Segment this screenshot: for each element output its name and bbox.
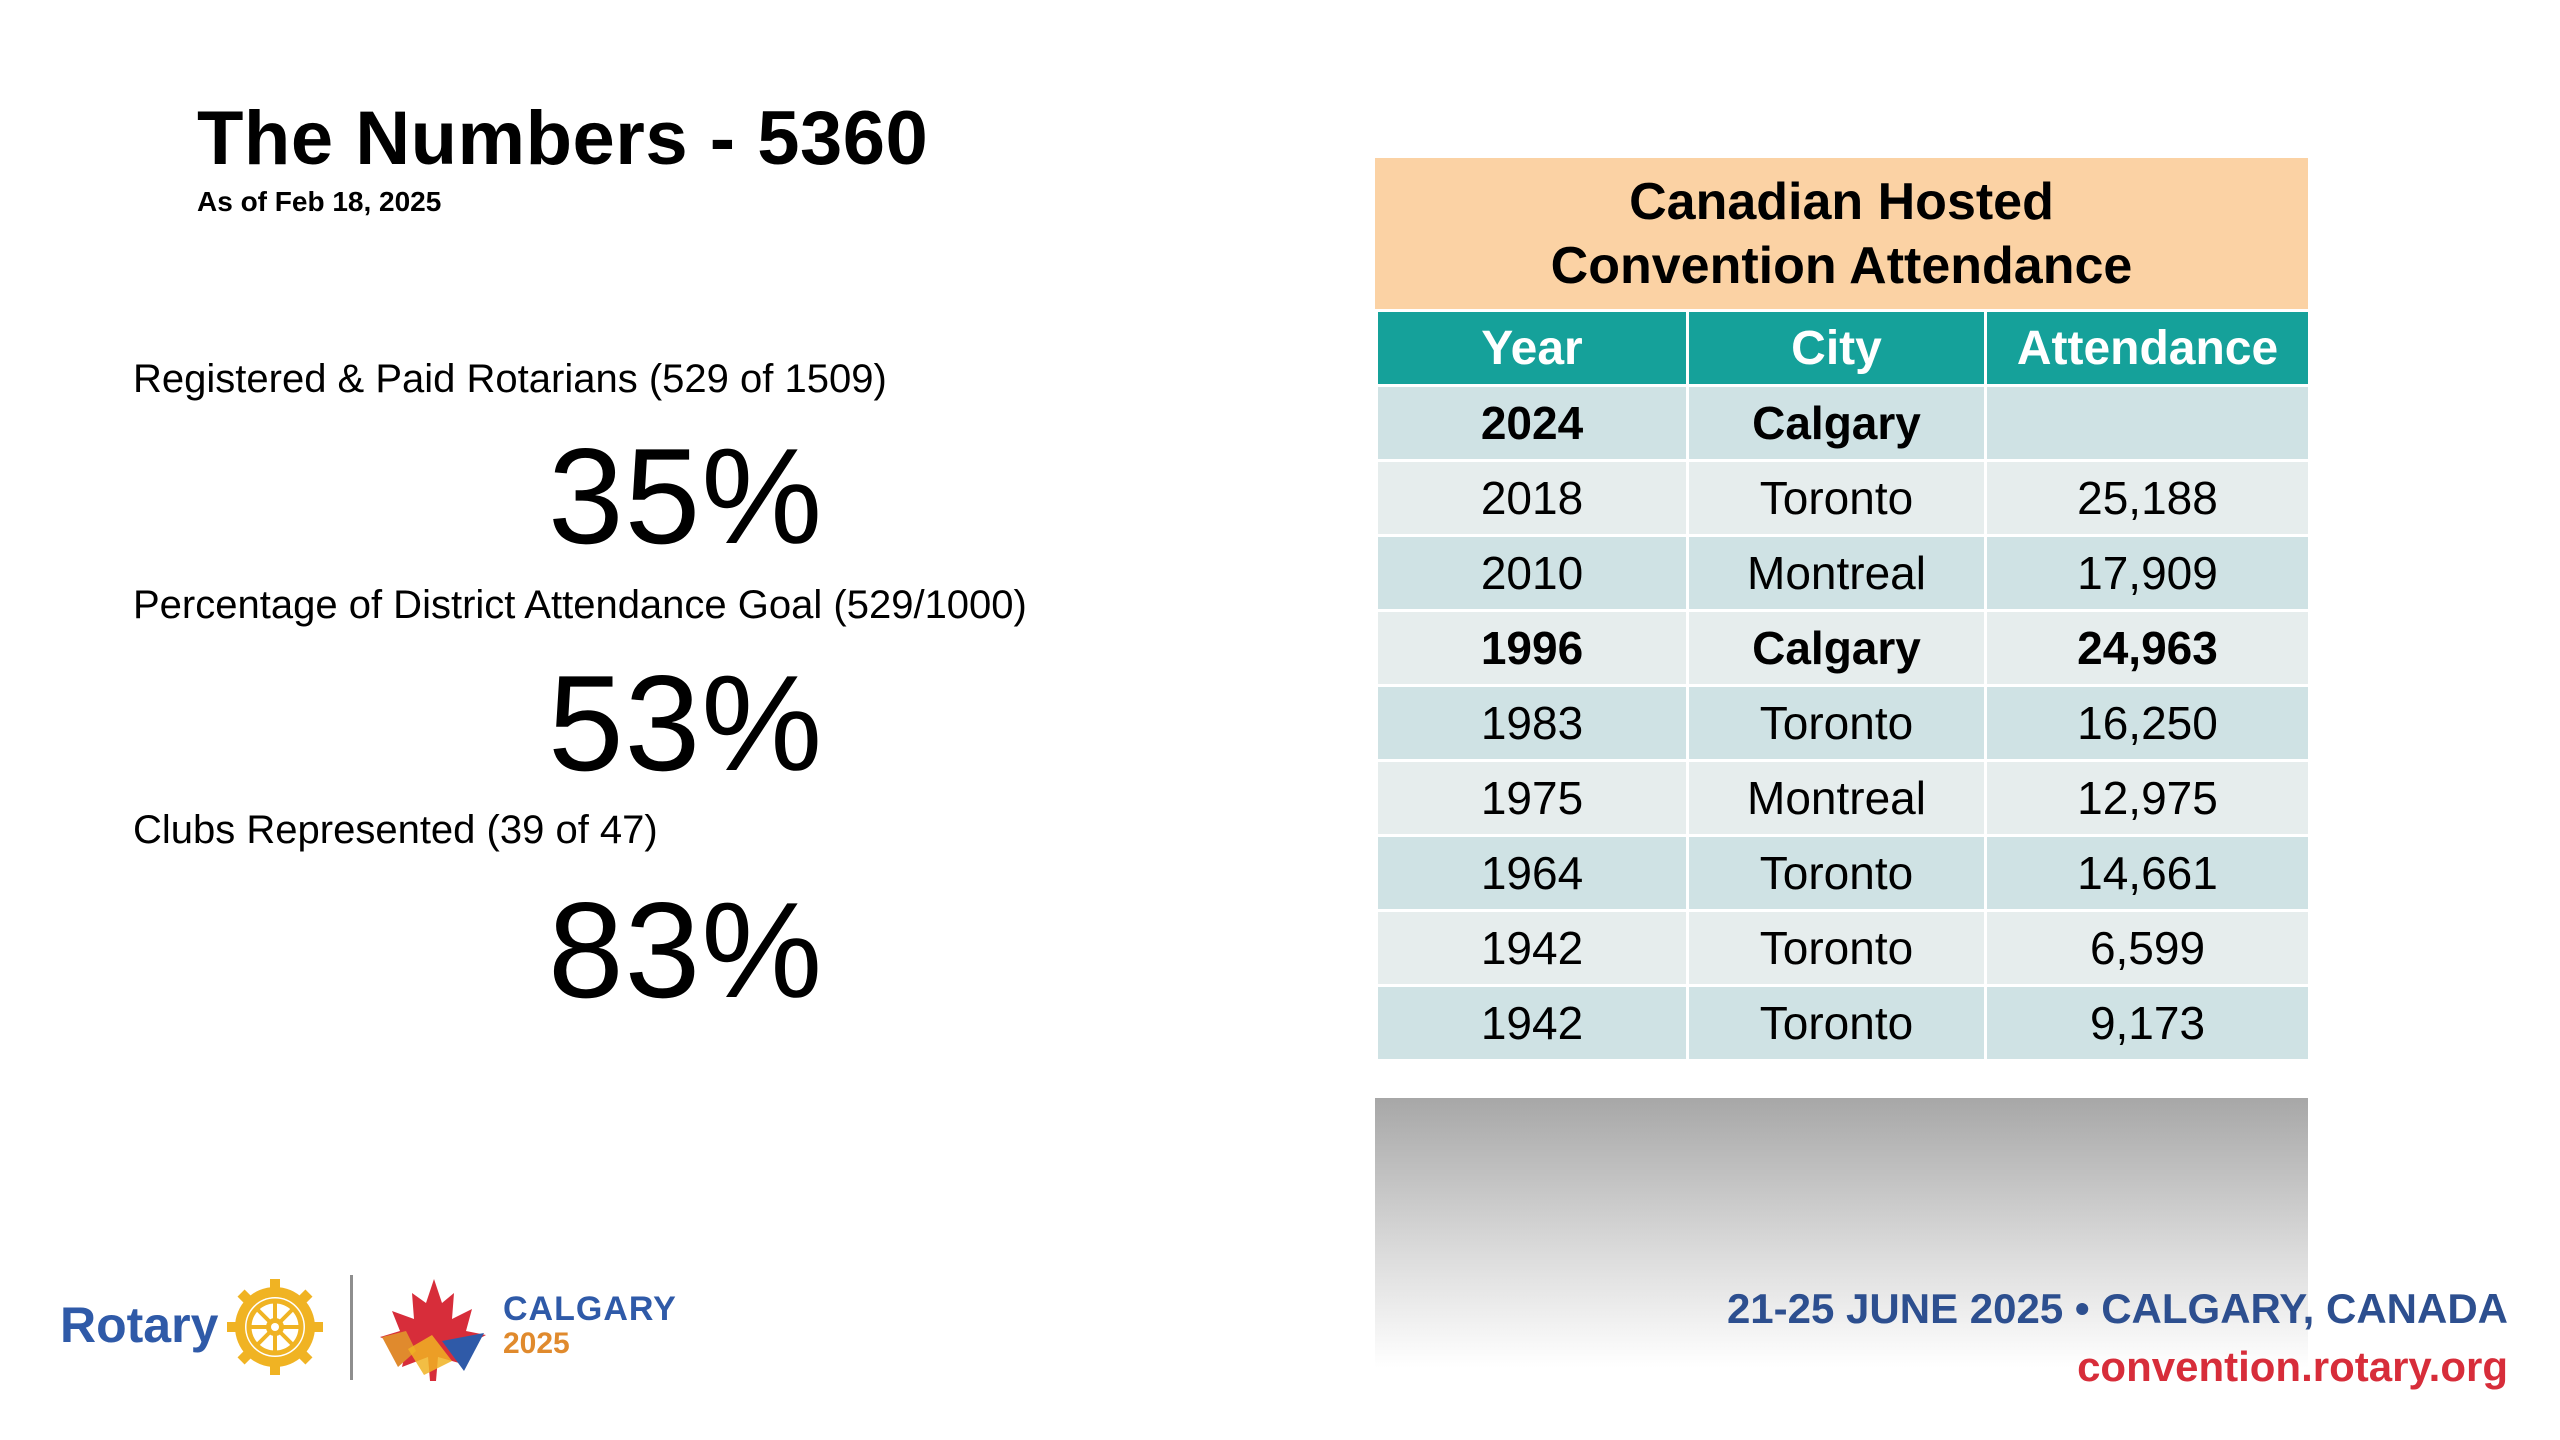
cell-city: Montreal bbox=[1686, 759, 1987, 837]
cell-city: Toronto bbox=[1686, 834, 1987, 912]
column-header-city: City bbox=[1686, 309, 1987, 387]
cell-attendance: 25,188 bbox=[1984, 459, 2311, 537]
table-row: 2024 Calgary bbox=[1375, 384, 2311, 462]
cell-year: 2010 bbox=[1375, 534, 1689, 612]
cell-city: Montreal bbox=[1686, 534, 1987, 612]
stat-label-goal: Percentage of District Attendance Goal (… bbox=[133, 583, 1027, 627]
cell-year: 1975 bbox=[1375, 759, 1689, 837]
cell-city: Toronto bbox=[1686, 684, 1987, 762]
convention-dates: 21-25 JUNE 2025 • CALGARY, CANADA bbox=[1726, 1285, 2508, 1332]
attendance-table: Year City Attendance 2024 Calgary 2018 T… bbox=[1375, 309, 2311, 1062]
stat-value-registered: 35% bbox=[548, 420, 824, 572]
table-title: Canadian Hosted Convention Attendance bbox=[1375, 158, 2308, 309]
cell-city: Toronto bbox=[1686, 459, 1987, 537]
cell-year: 1942 bbox=[1375, 984, 1689, 1062]
table-title-line2: Convention Attendance bbox=[1550, 236, 2133, 295]
cell-attendance: 9,173 bbox=[1984, 984, 2311, 1062]
cell-attendance: 16,250 bbox=[1984, 684, 2311, 762]
cell-city: Calgary bbox=[1686, 384, 1987, 462]
stat-label-registered: Registered & Paid Rotarians (529 of 1509… bbox=[133, 357, 887, 401]
column-header-year: Year bbox=[1375, 309, 1689, 387]
cell-attendance bbox=[1984, 384, 2311, 462]
cell-attendance: 24,963 bbox=[1984, 609, 2311, 687]
table-row: 1942 Toronto 6,599 bbox=[1375, 909, 2311, 987]
page-title: The Numbers - 5360 bbox=[197, 96, 929, 181]
table-row: 1964 Toronto 14,661 bbox=[1375, 834, 2311, 912]
page-subtitle: As of Feb 18, 2025 bbox=[197, 186, 442, 217]
table-title-line1: Canadian Hosted bbox=[1629, 172, 2054, 231]
stat-label-clubs: Clubs Represented (39 of 47) bbox=[133, 808, 658, 852]
table-row: 1996 Calgary 24,963 bbox=[1375, 609, 2311, 687]
table-row: 1983 Toronto 16,250 bbox=[1375, 684, 2311, 762]
cell-attendance: 12,975 bbox=[1984, 759, 2311, 837]
rotary-wheel-icon bbox=[227, 1279, 323, 1375]
cell-year: 2024 bbox=[1375, 384, 1689, 462]
table-row: 2018 Toronto 25,188 bbox=[1375, 459, 2311, 537]
cell-year: 1983 bbox=[1375, 684, 1689, 762]
cell-attendance: 6,599 bbox=[1984, 909, 2311, 987]
table-row: 2010 Montreal 17,909 bbox=[1375, 534, 2311, 612]
calgary-logo-text: CALGARY bbox=[503, 1290, 677, 1328]
cell-attendance: 17,909 bbox=[1984, 534, 2311, 612]
stat-value-goal: 53% bbox=[548, 647, 824, 799]
table-row: 1975 Montreal 12,975 bbox=[1375, 759, 2311, 837]
rotary-logo-text: Rotary bbox=[60, 1297, 219, 1353]
cell-year: 1942 bbox=[1375, 909, 1689, 987]
cell-city: Toronto bbox=[1686, 909, 1987, 987]
column-header-attendance: Attendance bbox=[1984, 309, 2311, 387]
table-header-row: Year City Attendance bbox=[1375, 309, 2311, 387]
maple-leaf-icon bbox=[380, 1279, 486, 1381]
table-row: 1942 Toronto 9,173 bbox=[1375, 984, 2311, 1062]
logo-divider bbox=[350, 1275, 353, 1380]
cell-city: Toronto bbox=[1686, 984, 1987, 1062]
cell-city: Calgary bbox=[1686, 609, 1987, 687]
cell-year: 1996 bbox=[1375, 609, 1689, 687]
cell-year: 2018 bbox=[1375, 459, 1689, 537]
calgary-logo-year: 2025 bbox=[503, 1327, 570, 1360]
attendance-table-panel: Canadian Hosted Convention Attendance Ye… bbox=[1375, 158, 2311, 1062]
stat-value-clubs: 83% bbox=[548, 874, 824, 1026]
cell-year: 1964 bbox=[1375, 834, 1689, 912]
cell-attendance: 14,661 bbox=[1984, 834, 2311, 912]
convention-url[interactable]: convention.rotary.org bbox=[2077, 1343, 2508, 1390]
table-reflection-shadow bbox=[1375, 1098, 2308, 1368]
